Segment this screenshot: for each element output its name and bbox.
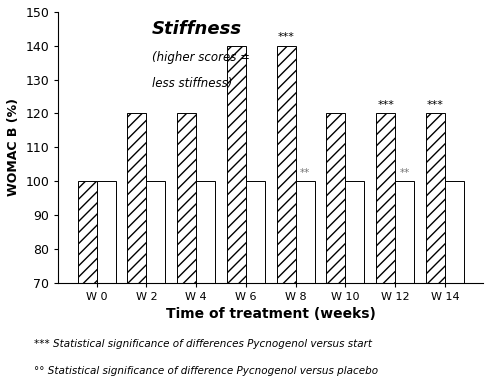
Bar [295, 181, 315, 283]
Bar [345, 181, 364, 283]
X-axis label: Time of treatment (weeks): Time of treatment (weeks) [166, 307, 376, 321]
Bar [376, 113, 395, 283]
Text: ***: *** [427, 100, 444, 110]
Bar [395, 181, 414, 283]
Text: ***: *** [377, 100, 394, 110]
Bar [196, 181, 215, 283]
Text: *** Statistical significance of differences Pycnogenol versus start: *** Statistical significance of differen… [34, 339, 372, 349]
Bar [426, 113, 445, 283]
Bar [177, 113, 196, 283]
Bar [147, 181, 165, 283]
Bar [326, 113, 345, 283]
Y-axis label: WOMAC B (%): WOMAC B (%) [7, 98, 20, 196]
Bar [127, 113, 147, 283]
Text: °° Statistical significance of difference Pycnogenol versus placebo: °° Statistical significance of differenc… [34, 366, 378, 376]
Text: Stiffness: Stiffness [152, 20, 242, 38]
Bar [227, 46, 246, 283]
Text: (higher scores =: (higher scores = [152, 51, 250, 64]
Text: ***: *** [278, 32, 294, 42]
Bar [78, 181, 97, 283]
Bar [445, 181, 464, 283]
Bar [97, 181, 116, 283]
Text: less stiffness): less stiffness) [152, 77, 232, 90]
Bar [246, 181, 265, 283]
Bar [277, 46, 295, 283]
Text: **: ** [399, 168, 410, 178]
Text: **: ** [300, 168, 310, 178]
